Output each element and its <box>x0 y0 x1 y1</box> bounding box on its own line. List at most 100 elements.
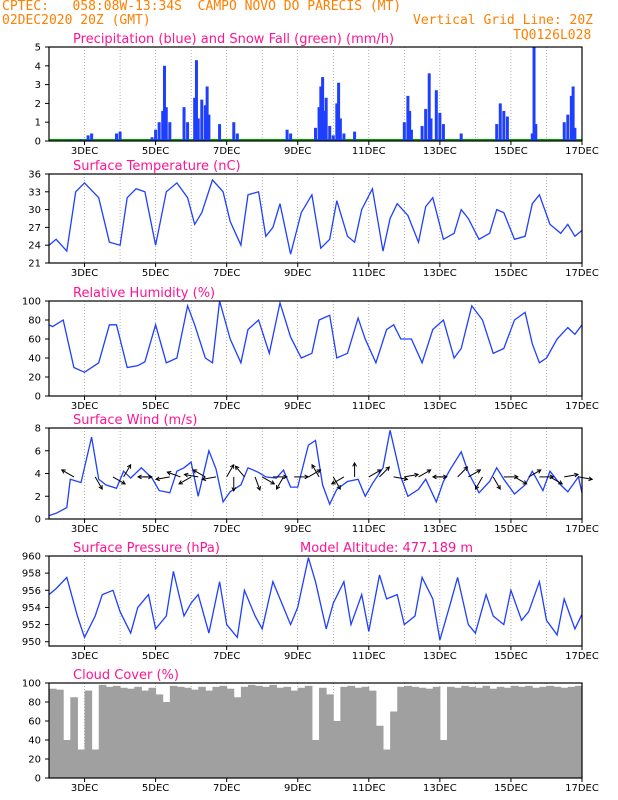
wind-arrow <box>254 476 261 492</box>
wind-arrow-head <box>311 463 316 469</box>
y-tick-label: 0 <box>35 392 41 403</box>
x-tick-label: 9DEC <box>284 146 311 157</box>
wind-arrow-head <box>352 461 357 467</box>
y-tick-label: 40 <box>28 354 41 365</box>
y-tick-label: 24 <box>28 241 41 252</box>
x-tick-label: 3DEC <box>71 146 98 157</box>
wind-arrow <box>154 476 170 482</box>
y-tick-label: 956 <box>22 586 41 597</box>
wind-arrow-head <box>270 480 276 485</box>
precip-bar <box>186 122 190 141</box>
precip-bar <box>319 86 323 141</box>
precip-bar <box>420 125 424 141</box>
y-tick-label: 8 <box>35 424 41 435</box>
cloud-cover-bar <box>84 690 93 778</box>
wind-arrow-shaft <box>492 476 501 490</box>
cloud-cover-bar <box>212 686 221 778</box>
header-date: 02DEC2020 20Z (GMT) <box>2 13 151 28</box>
y-tick-label: 950 <box>22 637 41 648</box>
precip-bar <box>353 131 357 141</box>
wind-arrow-shaft <box>261 476 275 485</box>
precip-bar <box>86 135 90 141</box>
cloud-cover-bar <box>127 688 135 778</box>
cloud-cover-bar <box>468 686 476 778</box>
precip-bar <box>409 129 413 141</box>
wind-arrow-head <box>588 476 594 482</box>
y-tick-label: 100 <box>22 297 41 308</box>
precip-bar <box>289 133 293 141</box>
wind-arrow <box>226 463 235 478</box>
panel-title: Surface Pressure (hPa) <box>73 541 220 556</box>
precip-bar <box>434 90 438 141</box>
wind-arrow-shaft <box>235 465 245 478</box>
wind-arrow-shaft <box>468 469 481 478</box>
wind-arrow <box>393 476 409 482</box>
precip-bar <box>571 86 575 141</box>
precip-bar <box>150 137 154 141</box>
y-tick-label: 1 <box>35 118 41 129</box>
cloud-cover-bar <box>162 702 171 778</box>
x-tick-label: 15DEC <box>494 783 528 794</box>
wind-arrow-head <box>201 476 207 482</box>
cloud-cover-bar <box>198 686 206 778</box>
wind-arrow <box>261 476 276 485</box>
panel-title: Precipitation (blue) and Snow Fall (gree… <box>73 32 394 47</box>
x-tick-label: 11DEC <box>352 401 386 412</box>
wind-arrow-head <box>330 480 336 485</box>
wind-arrow-shaft <box>167 471 181 478</box>
wind-arrow <box>528 469 542 478</box>
wind-arrow-shaft <box>226 464 235 478</box>
x-tick-label: 9DEC <box>284 524 311 535</box>
wind-arrow <box>311 463 320 478</box>
cloud-cover-bar <box>255 685 263 778</box>
wind-arrow <box>123 463 132 478</box>
cloud-cover-bar <box>553 686 562 778</box>
precip-bar <box>321 77 325 141</box>
wind-arrow <box>192 469 206 478</box>
wind-arrow-shaft <box>457 466 468 478</box>
cloud-cover-bar <box>98 684 107 778</box>
wind-arrow-shaft <box>311 464 320 478</box>
x-tick-label: 17DEC <box>565 524 599 535</box>
panel-3 <box>45 427 594 523</box>
wind-arrow <box>137 474 153 480</box>
x-tick-label: 5DEC <box>142 268 169 279</box>
x-tick-label: 11DEC <box>352 651 386 662</box>
y-tick-label: 27 <box>28 223 41 234</box>
cloud-cover-bar <box>169 685 178 778</box>
wind-arrow-shaft <box>276 476 284 490</box>
wind-arrow <box>503 474 519 480</box>
cloud-cover-bar <box>404 685 412 778</box>
precip-bar <box>194 60 198 141</box>
precip-bar <box>203 105 207 141</box>
cloud-cover-bar <box>383 749 391 778</box>
wind-arrow-head <box>137 474 142 480</box>
wind-arrow-shaft <box>528 469 542 478</box>
wind-arrow <box>234 465 245 478</box>
wind-arrow-head <box>234 465 240 471</box>
precip-bar <box>232 122 236 141</box>
cloud-cover-bar <box>311 740 320 778</box>
panel-1 <box>45 173 583 267</box>
cloud-cover-bar <box>63 740 71 778</box>
x-tick-label: 7DEC <box>213 268 240 279</box>
panel-title: Surface Temperature (nC) <box>73 159 241 174</box>
header-line1: CPTEC: 058:08W-13:34S CAMPO NOVO DO PARE… <box>2 0 402 14</box>
wind-arrow-shaft <box>549 476 563 485</box>
cloud-cover-bar <box>510 685 519 778</box>
cloud-cover-bar <box>326 694 334 778</box>
cloud-cover-bar <box>191 689 199 778</box>
wind-arrow <box>431 474 447 480</box>
wind-arrow-head <box>336 485 341 490</box>
precip-bar <box>235 133 239 141</box>
x-tick-label: 15DEC <box>494 524 528 535</box>
precip-bar <box>569 95 573 141</box>
y-tick-label: 100 <box>22 679 41 690</box>
x-tick-label: 11DEC <box>352 524 386 535</box>
x-tick-label: 11DEC <box>352 268 386 279</box>
wind-arrow-head <box>536 469 542 474</box>
precip-bar <box>427 73 431 141</box>
y-tick-label: 958 <box>22 569 41 580</box>
wind-arrow-shaft <box>393 476 408 480</box>
y-tick-label: 40 <box>28 736 41 747</box>
